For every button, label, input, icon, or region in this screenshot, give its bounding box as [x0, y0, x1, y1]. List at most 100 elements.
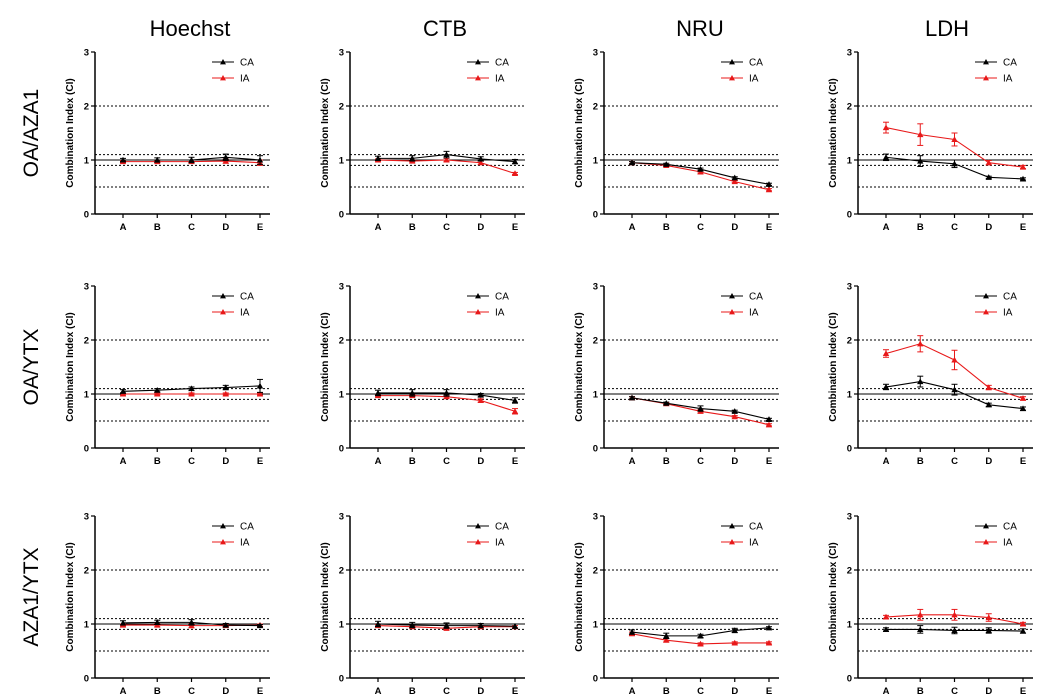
- data-point-ca: [119, 388, 127, 394]
- data-point-ca: [409, 155, 416, 161]
- row-title-aza1-ytx: AZA1/YTX: [20, 547, 43, 646]
- data-point-ca: [628, 394, 636, 401]
- x-tick-label: D: [477, 686, 484, 695]
- data-point-ia: [882, 124, 890, 131]
- x-tick-label: D: [731, 222, 738, 233]
- x-tick-label: E: [1020, 456, 1026, 467]
- y-tick-label: 1: [339, 156, 345, 167]
- data-point-ca: [443, 389, 450, 396]
- x-tick-label: D: [731, 686, 738, 695]
- legend-label-ia: IA: [1003, 538, 1013, 549]
- data-point-ca: [119, 156, 127, 163]
- y-axis-label: Combination Index (CI): [320, 312, 331, 421]
- x-tick-label: B: [154, 686, 161, 695]
- x-tick-label: B: [917, 222, 924, 233]
- y-tick-label: 1: [847, 156, 853, 167]
- data-point-ca: [765, 181, 773, 187]
- data-point-ca: [1019, 627, 1027, 634]
- data-point-ca: [985, 174, 992, 180]
- data-point-ia: [765, 639, 773, 646]
- x-tick-label: B: [409, 456, 416, 467]
- y-axis-label: Combination Index (CI): [320, 78, 331, 187]
- legend-label-ia: IA: [240, 74, 250, 85]
- x-tick-label: E: [1020, 686, 1026, 695]
- data-point-ca: [917, 157, 924, 164]
- x-tick-label: C: [188, 222, 195, 233]
- x-tick-label: C: [951, 686, 958, 695]
- y-tick-label: 0: [84, 674, 89, 685]
- data-point-ca: [374, 389, 382, 396]
- y-axis-label: Combination Index (CI): [828, 542, 839, 651]
- data-point-ia: [697, 640, 704, 647]
- legend-marker-ia: [729, 75, 735, 81]
- y-tick-label: 2: [84, 336, 89, 347]
- data-point-ca: [222, 384, 229, 391]
- y-tick-label: 1: [847, 620, 853, 631]
- data-point-ca: [663, 399, 670, 406]
- y-tick-label: 2: [339, 566, 344, 577]
- y-axis-label: Combination Index (CI): [574, 312, 585, 421]
- y-tick-label: 0: [593, 444, 598, 455]
- data-point-ia: [765, 421, 773, 428]
- y-axis-label: Combination Index (CI): [574, 542, 585, 651]
- data-point-ia: [443, 156, 450, 163]
- panel-oa-aza1-nru: 0 1 2 3 A B C D E Combination Index (CI) CA IA: [574, 48, 779, 233]
- y-tick-label: 3: [847, 282, 852, 293]
- legend-label-ca: CA: [1003, 292, 1017, 303]
- legend-marker-ia: [475, 539, 481, 545]
- y-axis-label: Combination Index (CI): [65, 78, 76, 187]
- y-tick-label: 3: [593, 512, 598, 523]
- panel-oa-aza1-ldh: 0 1 2 3 A B C D E Combination Index (CI) CA IA: [828, 48, 1033, 233]
- data-point-ca: [256, 156, 264, 163]
- y-tick-label: 0: [339, 674, 344, 685]
- legend-label-ca: CA: [495, 292, 509, 303]
- data-point-ia: [951, 136, 958, 143]
- legend-marker-ca: [220, 293, 226, 299]
- x-tick-label: B: [663, 686, 670, 695]
- y-tick-label: 1: [593, 156, 599, 167]
- legend-marker-ia: [983, 539, 989, 545]
- x-tick-label: D: [477, 222, 484, 233]
- panel-aza1-ytx-nru: 0 1 2 3 A B C D E Combination Index (CI) CA IA: [574, 512, 779, 695]
- legend-label-ia: IA: [495, 538, 505, 549]
- x-tick-label: C: [951, 222, 958, 233]
- data-point-ia: [511, 170, 519, 177]
- legend-label-ca: CA: [749, 292, 763, 303]
- y-tick-label: 0: [593, 674, 598, 685]
- legend-marker-ia: [475, 309, 481, 315]
- y-tick-label: 1: [847, 390, 853, 401]
- y-axis-label: Combination Index (CI): [320, 542, 331, 651]
- row-title-oa-aza1: OA/AZA1: [20, 89, 43, 178]
- y-tick-label: 0: [84, 444, 89, 455]
- y-tick-label: 0: [593, 210, 598, 221]
- data-point-ca: [663, 161, 670, 167]
- data-point-ia: [1019, 620, 1027, 627]
- legend-label-ia: IA: [1003, 74, 1013, 85]
- legend-marker-ca: [983, 523, 989, 529]
- legend-marker-ca: [729, 59, 735, 65]
- data-point-ia: [951, 356, 958, 363]
- data-point-ca: [188, 156, 195, 163]
- y-tick-label: 2: [339, 336, 344, 347]
- x-tick-label: E: [766, 222, 772, 233]
- data-point-ca: [1019, 175, 1027, 182]
- panel-oa-ytx-ctb: 0 1 2 3 A B C D E Combination Index (CI) CA IA: [320, 282, 525, 467]
- data-point-ia: [951, 611, 958, 618]
- x-tick-label: A: [629, 222, 636, 233]
- x-tick-label: C: [443, 222, 450, 233]
- y-tick-label: 3: [84, 512, 89, 523]
- x-tick-label: D: [985, 222, 992, 233]
- panel-oa-ytx-nru: 0 1 2 3 A B C D E Combination Index (CI) CA IA: [574, 282, 779, 467]
- data-point-ca: [765, 416, 773, 422]
- legend-marker-ia: [983, 309, 989, 315]
- data-point-ca: [222, 154, 229, 160]
- y-tick-label: 1: [339, 620, 345, 631]
- data-point-ca: [731, 627, 738, 634]
- y-tick-label: 2: [847, 336, 852, 347]
- data-point-ca: [985, 627, 992, 634]
- y-tick-label: 1: [593, 390, 599, 401]
- x-tick-label: D: [222, 222, 229, 233]
- y-tick-label: 0: [847, 210, 852, 221]
- x-tick-label: A: [629, 456, 636, 467]
